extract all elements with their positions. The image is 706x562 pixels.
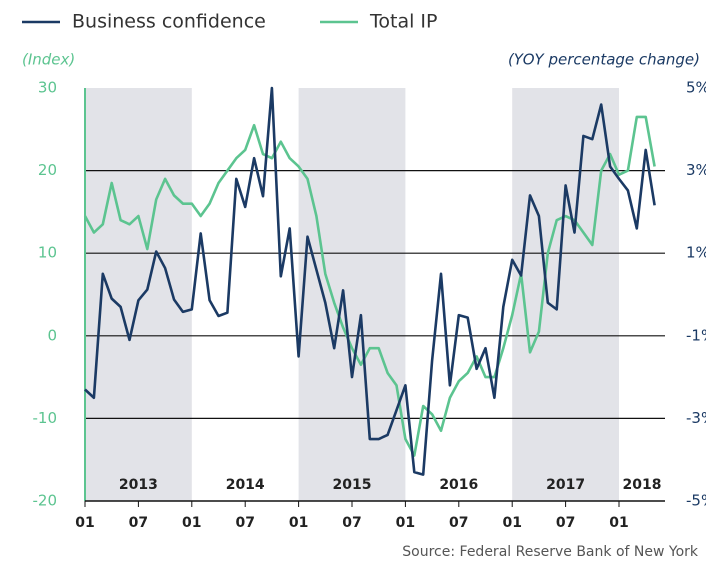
y2-tick-label: -3% <box>686 409 706 427</box>
y-tick-label: 20 <box>38 161 57 179</box>
series-line <box>84 86 656 476</box>
y-tick-label: -20 <box>33 492 58 510</box>
x-tick-label: 07 <box>449 515 468 531</box>
year-label: 2014 <box>226 477 265 493</box>
y2-tick-label: 5% <box>686 79 706 97</box>
x-tick-label: 07 <box>342 515 361 531</box>
y-tick-label: -10 <box>33 409 58 427</box>
x-tick-label: 07 <box>556 515 575 531</box>
y-tick-label: 30 <box>38 79 57 97</box>
x-tick-label: 01 <box>609 515 628 531</box>
x-tick-label: 07 <box>235 515 254 531</box>
y2-tick-label: 1% <box>686 244 706 262</box>
year-label: 2017 <box>546 477 585 493</box>
series-line <box>83 115 656 457</box>
right-axis-label: (YOY percentage change) <box>508 51 700 69</box>
year-label: 2016 <box>439 477 478 493</box>
year-label: 2018 <box>623 477 662 493</box>
year-shade <box>512 88 619 501</box>
y2-tick-label: -5% <box>686 492 706 510</box>
x-tick-label: 01 <box>502 515 521 531</box>
year-shade <box>298 88 406 501</box>
legend-label: Business confidence <box>72 11 266 33</box>
x-tick-label: 07 <box>129 515 148 531</box>
y2-tick-label: 3% <box>686 161 706 179</box>
legend-label: Total IP <box>369 11 437 33</box>
y-tick-label: 10 <box>38 244 57 262</box>
y2-tick-label: -1% <box>686 326 706 344</box>
x-tick-label: 01 <box>289 515 308 531</box>
x-tick-label: 01 <box>75 515 94 531</box>
x-tick-label: 01 <box>396 515 415 531</box>
year-shade <box>85 88 192 501</box>
year-label: 2015 <box>333 477 372 493</box>
left-axis-label: (Index) <box>22 51 75 69</box>
x-tick-label: 01 <box>182 515 201 531</box>
y-tick-label: 0 <box>47 326 57 344</box>
year-label: 2013 <box>119 477 158 493</box>
source: Source: Federal Reserve Bank of New York <box>402 544 699 560</box>
